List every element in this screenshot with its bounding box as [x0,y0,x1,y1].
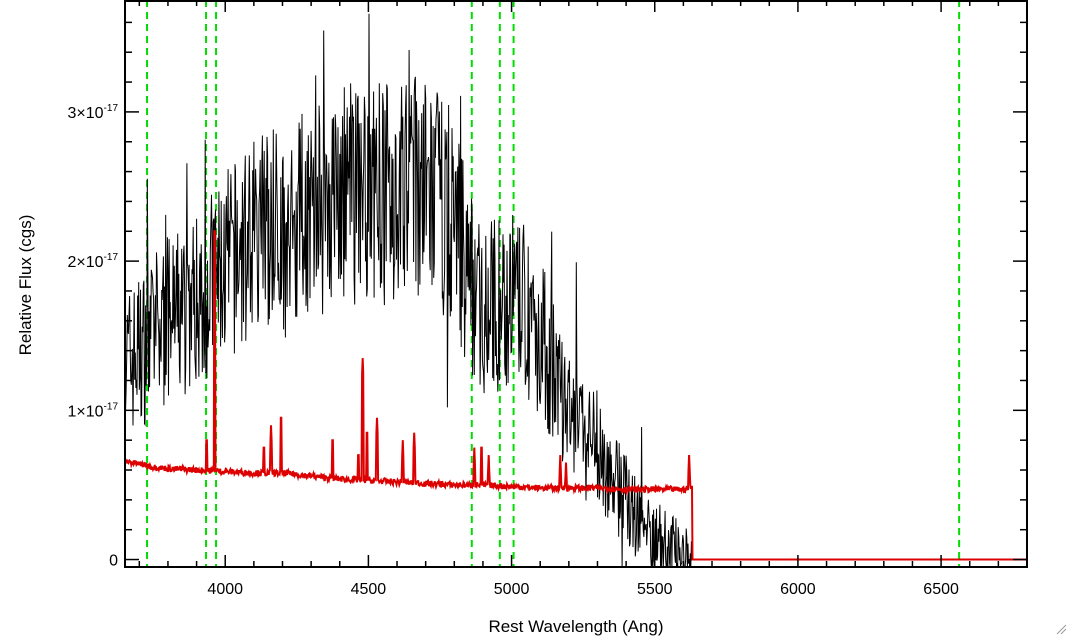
x-tick-label: 5000 [494,581,530,598]
x-axis-title: Rest Wavelength (Ang) [488,617,663,636]
observed-spectrum [124,13,693,568]
y-axis-title: Relative Flux (cgs) [16,215,35,356]
plot-frame [124,0,1028,568]
y-tick-label: 0 [109,553,118,570]
resize-grip-icon[interactable] [1055,623,1067,635]
y-tick-label: 3×10-17 [68,103,119,122]
x-axis-ticks: 4000 4500 5000 5500 6000 6500 [138,0,1028,598]
x-tick-label: 5500 [637,581,673,598]
y-tick-label: 1×10-17 [68,401,119,420]
plot-border [124,0,1028,568]
x-tick-label: 6000 [780,581,816,598]
observed-spectrum-line [124,13,693,568]
x-tick-label: 4500 [351,581,387,598]
model-spectrum [124,230,1027,561]
x-tick-label: 4000 [207,581,243,598]
model-spectrum-line [124,230,1027,561]
y-axis-ticks: 0 1×10-17 2×10-17 3×10-17 [68,21,1027,570]
y-tick-label: 2×10-17 [68,252,119,271]
x-tick-label: 6500 [923,581,959,598]
